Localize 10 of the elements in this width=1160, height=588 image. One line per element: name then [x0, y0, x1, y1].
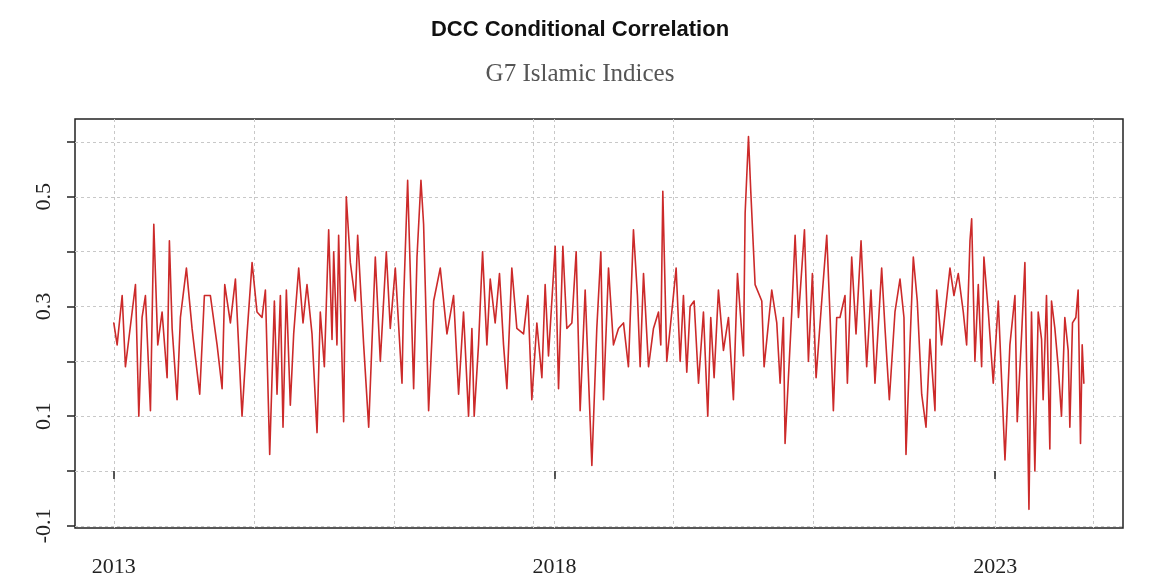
y-tick-label: -0.1: [29, 508, 55, 544]
x-tick-label: 2018: [532, 552, 577, 578]
y-tick-label: 0.3: [29, 292, 55, 321]
chart-subtitle: G7 Islamic Indices: [485, 59, 675, 86]
chart-title: DCC Conditional Correlation: [430, 15, 730, 41]
y-tick-label: 0.1: [29, 402, 55, 430]
x-tick-label: 2013: [91, 552, 136, 578]
x-tick-label: 2023: [973, 552, 1018, 578]
line-series: [112, 135, 1085, 511]
y-tick-label: 0.5: [29, 183, 55, 211]
